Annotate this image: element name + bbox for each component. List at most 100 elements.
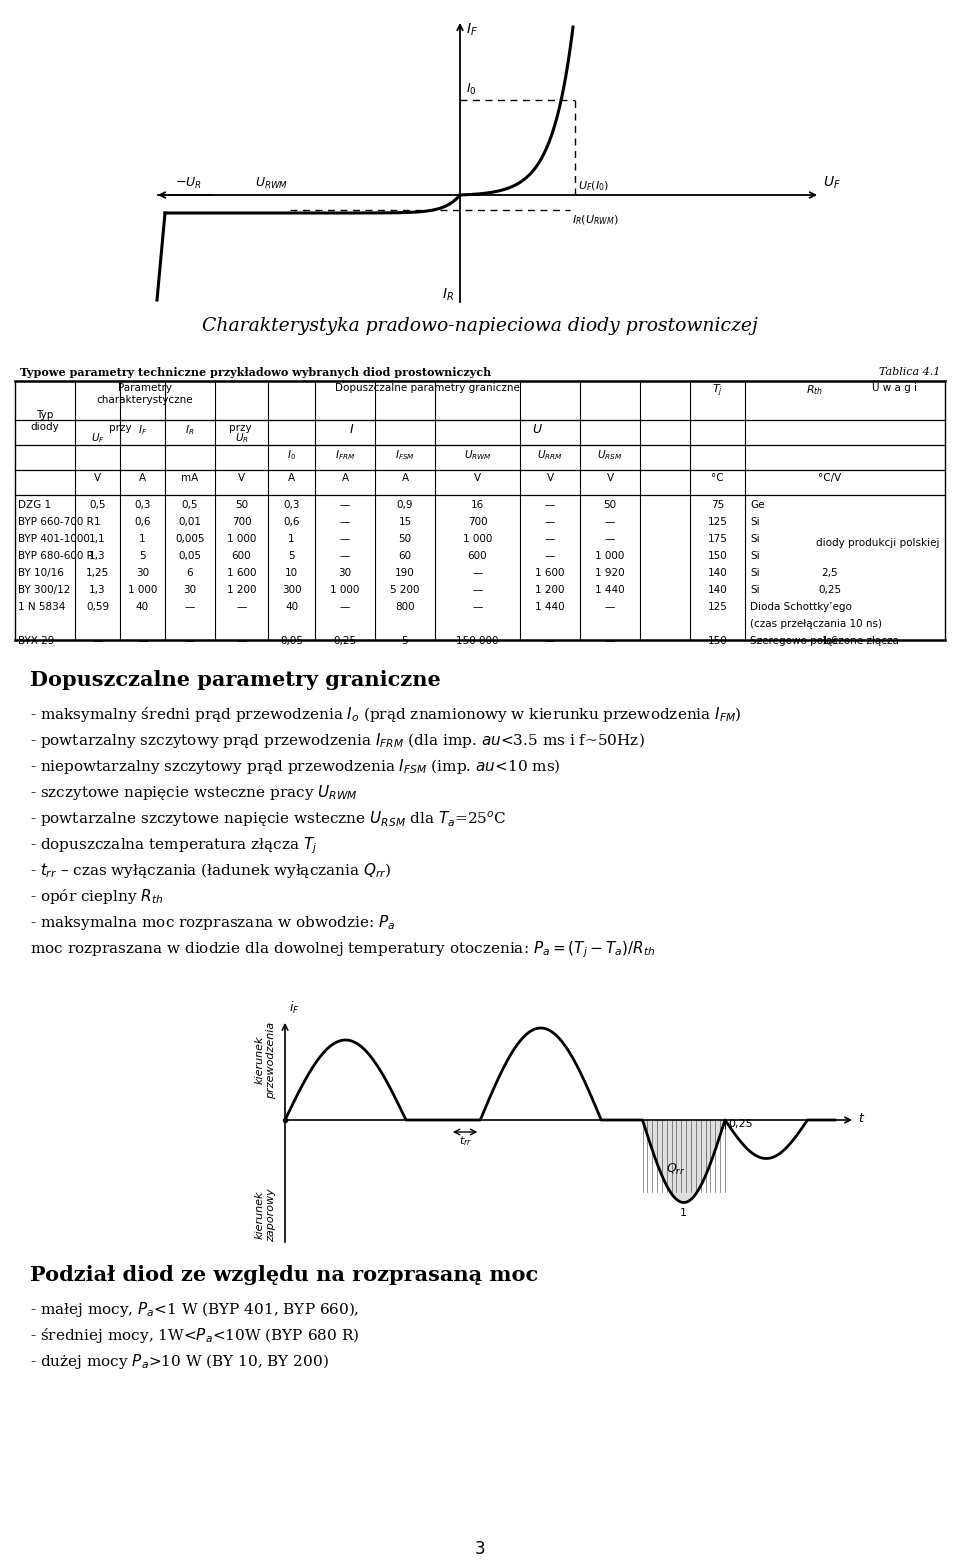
Text: BYX 29: BYX 29 <box>18 636 55 647</box>
Text: 30: 30 <box>136 569 149 578</box>
Text: - dopuszczalna temperatura złącza $T_j$: - dopuszczalna temperatura złącza $T_j$ <box>30 836 318 856</box>
Text: mA: mA <box>181 473 199 483</box>
Text: —: — <box>236 636 247 647</box>
Text: —: — <box>545 517 555 526</box>
Text: 1 600: 1 600 <box>227 569 256 578</box>
Text: 40: 40 <box>285 601 298 612</box>
Text: Podział diod ze względu na rozprasaną moc: Podział diod ze względu na rozprasaną mo… <box>30 1265 539 1286</box>
Text: $U_F$: $U_F$ <box>90 431 105 445</box>
Text: $U$: $U$ <box>532 423 543 436</box>
Text: V: V <box>607 473 613 483</box>
Text: 50: 50 <box>398 534 412 544</box>
Text: 60: 60 <box>398 551 412 561</box>
Text: Si: Si <box>750 551 759 561</box>
Text: $I_R$: $I_R$ <box>185 423 195 437</box>
Text: Dioda Schottky’ego: Dioda Schottky’ego <box>750 601 852 612</box>
Text: $I_0$: $I_0$ <box>287 448 296 462</box>
Text: 1 200: 1 200 <box>227 586 256 595</box>
Text: BYP 401-1000: BYP 401-1000 <box>18 534 90 544</box>
Text: A: A <box>139 473 146 483</box>
Text: —: — <box>545 534 555 544</box>
Text: Charakterystyka pradowo-napieciowa diody prostowniczej: Charakterystyka pradowo-napieciowa diody… <box>202 317 758 334</box>
Text: 700: 700 <box>468 517 488 526</box>
Text: 1,3: 1,3 <box>89 586 106 595</box>
Text: 1 000: 1 000 <box>595 551 625 561</box>
Text: - opór cieplny $R_{th}$: - opór cieplny $R_{th}$ <box>30 887 163 906</box>
Text: Parametry
charakterystyczne: Parametry charakterystyczne <box>97 383 193 405</box>
Text: —: — <box>340 534 350 544</box>
Text: $U_{RWM}$: $U_{RWM}$ <box>255 177 288 191</box>
Text: 0,01: 0,01 <box>179 517 202 526</box>
Text: —: — <box>605 534 615 544</box>
Text: 16: 16 <box>470 500 484 511</box>
Text: 1 600: 1 600 <box>536 569 564 578</box>
Text: Tablica 4.1: Tablica 4.1 <box>878 367 940 376</box>
Text: —: — <box>472 601 483 612</box>
Text: $U_{RWM}$: $U_{RWM}$ <box>464 448 492 462</box>
Text: 5: 5 <box>401 636 408 647</box>
Text: $t$: $t$ <box>858 1112 865 1125</box>
Text: - $t_{rr}$ – czas wyłączania (ładunek wyłączania $Q_{rr}$): - $t_{rr}$ – czas wyłączania (ładunek wy… <box>30 861 392 879</box>
Text: 140: 140 <box>708 569 728 578</box>
Text: —: — <box>472 586 483 595</box>
Text: 1: 1 <box>94 517 101 526</box>
Text: - dużej mocy $P_a$>10 W (BY 10, BY 200): - dużej mocy $P_a$>10 W (BY 10, BY 200) <box>30 1353 328 1371</box>
Text: 5: 5 <box>288 551 295 561</box>
Polygon shape <box>642 1120 725 1203</box>
Text: $R_{th}$: $R_{th}$ <box>806 383 824 397</box>
Text: 0,6: 0,6 <box>134 517 151 526</box>
Text: °C: °C <box>711 473 724 483</box>
Text: moc rozpraszana w diodzie dla dowolnej temperatury otoczenia: $P_a=(T_j-T_a)/R_{: moc rozpraszana w diodzie dla dowolnej t… <box>30 939 656 959</box>
Text: —: — <box>340 500 350 511</box>
Text: 1: 1 <box>681 1207 687 1217</box>
Text: 0,9: 0,9 <box>396 500 413 511</box>
Text: 300: 300 <box>281 586 301 595</box>
Text: —: — <box>605 517 615 526</box>
Text: $I_R(U_{RWM})$: $I_R(U_{RWM})$ <box>572 212 619 226</box>
Text: $U_F$: $U_F$ <box>823 175 841 191</box>
Text: —: — <box>340 551 350 561</box>
Text: (czas przełączania 10 ns): (czas przełączania 10 ns) <box>750 619 882 629</box>
Text: $T_j$: $T_j$ <box>712 383 723 400</box>
Text: —: — <box>605 601 615 612</box>
Text: A: A <box>288 473 295 483</box>
Text: 140: 140 <box>708 586 728 595</box>
Text: —: — <box>605 636 615 647</box>
Text: BYP 680-600 R: BYP 680-600 R <box>18 551 94 561</box>
Text: V: V <box>238 473 245 483</box>
Text: 5 200: 5 200 <box>391 586 420 595</box>
Text: 190: 190 <box>396 569 415 578</box>
Text: $I_0$: $I_0$ <box>466 81 477 97</box>
Text: 0,25: 0,25 <box>333 636 356 647</box>
Text: 125: 125 <box>708 601 728 612</box>
Text: 125: 125 <box>708 517 728 526</box>
Text: 75: 75 <box>710 500 724 511</box>
Text: Si: Si <box>750 517 759 526</box>
Text: BY 300/12: BY 300/12 <box>18 586 70 595</box>
Text: - powtarzalne szczytowe napięcie wsteczne $U_{RSM}$ dla $T_a$=25$^o$C: - powtarzalne szczytowe napięcie wsteczn… <box>30 809 507 828</box>
Text: $I_F$: $I_F$ <box>138 423 147 437</box>
Text: —: — <box>185 636 195 647</box>
Text: 6: 6 <box>186 569 193 578</box>
Text: 1,25: 1,25 <box>85 569 109 578</box>
Text: —: — <box>545 551 555 561</box>
Text: 30: 30 <box>183 586 197 595</box>
Text: $U_F(I_0)$: $U_F(I_0)$ <box>578 180 610 194</box>
Text: - średniej mocy, 1W<$P_a$<10W (BYP 680 R): - średniej mocy, 1W<$P_a$<10W (BYP 680 R… <box>30 1326 359 1345</box>
Text: 0,5: 0,5 <box>89 500 106 511</box>
Text: 1: 1 <box>288 534 295 544</box>
Text: 1 200: 1 200 <box>536 586 564 595</box>
Text: Si: Si <box>750 586 759 595</box>
Text: 0,59: 0,59 <box>86 601 109 612</box>
Text: 0,005: 0,005 <box>176 534 204 544</box>
Text: 1 440: 1 440 <box>535 601 564 612</box>
Text: 600: 600 <box>231 551 252 561</box>
Text: kierunek
zaporowy: kierunek zaporowy <box>254 1189 276 1242</box>
Text: - maksymalna moc rozpraszana w obwodzie: $P_a$: - maksymalna moc rozpraszana w obwodzie:… <box>30 914 396 933</box>
Text: °C/V: °C/V <box>818 473 842 483</box>
Text: 0,3: 0,3 <box>283 500 300 511</box>
Text: 700: 700 <box>231 517 252 526</box>
Text: - powtarzalny szczytowy prąd przewodzenia $I_{FRM}$ (dla imp. $	au$<3.5 ms i f~5: - powtarzalny szczytowy prąd przewodzeni… <box>30 731 645 750</box>
Text: 50: 50 <box>604 500 616 511</box>
Text: $I_F$: $I_F$ <box>466 22 478 39</box>
